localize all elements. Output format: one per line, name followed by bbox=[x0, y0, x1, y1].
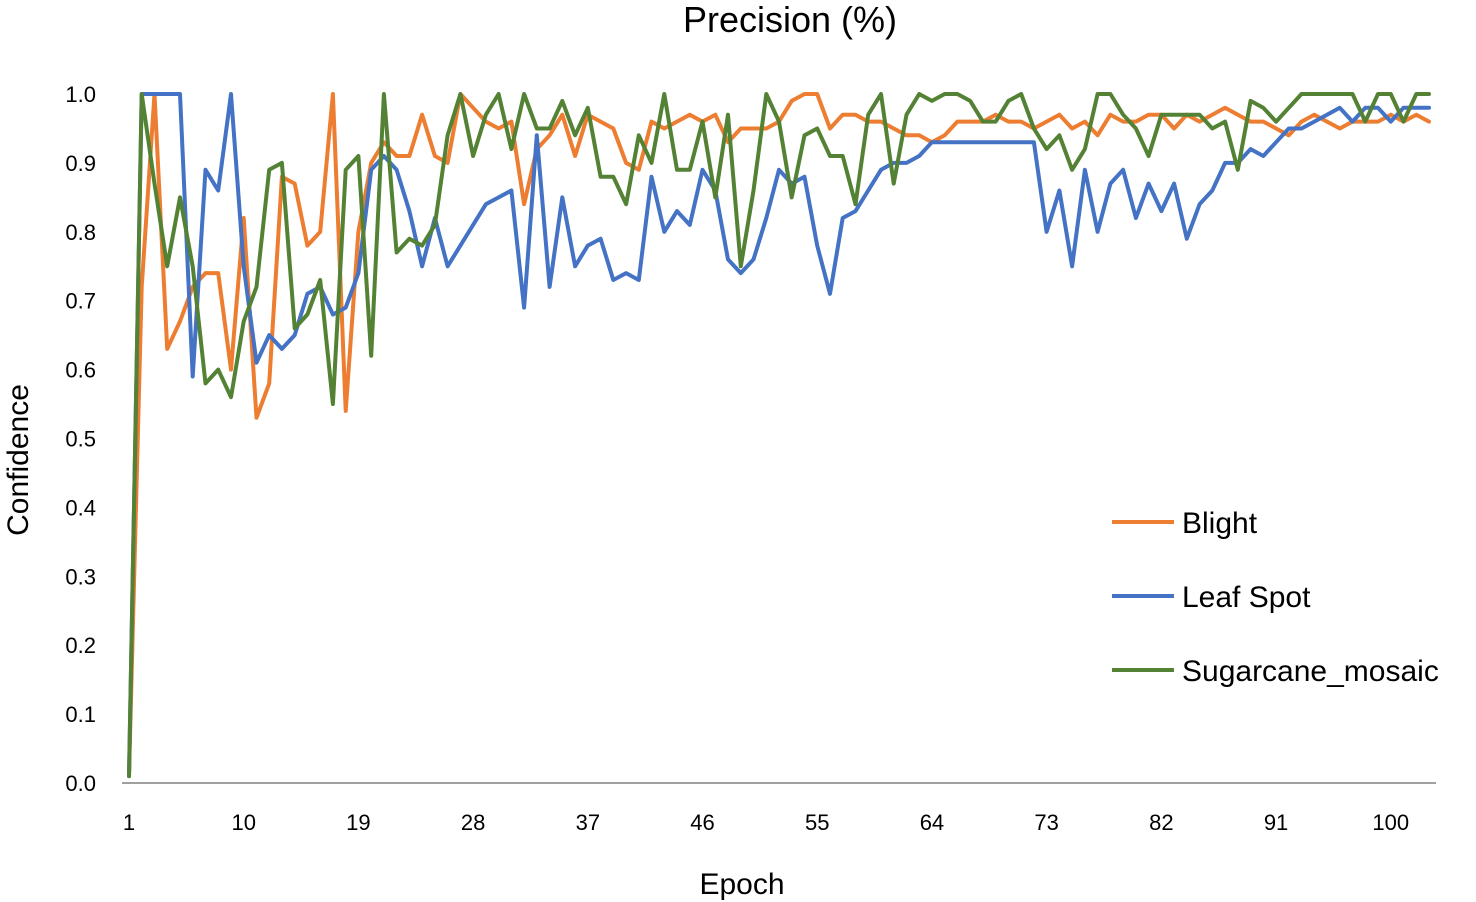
x-tick-label: 28 bbox=[461, 810, 485, 835]
x-tick-label: 19 bbox=[346, 810, 370, 835]
x-tick-label: 82 bbox=[1149, 810, 1173, 835]
x-tick-label: 10 bbox=[231, 810, 255, 835]
y-tick-label: 0.3 bbox=[65, 564, 96, 589]
series-line-leaf-spot bbox=[127, 92, 1431, 779]
legend-label: Leaf Spot bbox=[1182, 581, 1311, 614]
x-tick-label: 55 bbox=[805, 810, 829, 835]
x-tick-label: 64 bbox=[920, 810, 944, 835]
x-tick-label: 46 bbox=[690, 810, 714, 835]
x-tick-labels: 1 10 19 28 37 46 55 64 73 82 91 100 bbox=[123, 810, 1409, 835]
y-axis-title: Confidence bbox=[2, 384, 35, 536]
series-lines bbox=[127, 92, 1431, 779]
chart-title: Precision (%) bbox=[683, 0, 897, 40]
y-tick-label: 0.4 bbox=[65, 495, 96, 520]
y-tick-label: 0.6 bbox=[65, 358, 96, 383]
y-tick-label: 1.0 bbox=[65, 82, 96, 107]
y-tick-label: 0.7 bbox=[65, 289, 96, 314]
y-tick-label: 0.2 bbox=[65, 633, 96, 658]
y-tick-label: 0.9 bbox=[65, 151, 96, 176]
y-tick-label: 0.1 bbox=[65, 702, 96, 727]
legend: Blight Leaf Spot Sugarcane_mosaic bbox=[1112, 507, 1439, 688]
x-axis-title: Epoch bbox=[699, 868, 784, 901]
x-tick-label: 100 bbox=[1372, 810, 1409, 835]
x-tick-label: 91 bbox=[1264, 810, 1288, 835]
x-tick-label: 1 bbox=[123, 810, 135, 835]
y-tick-label: 0.0 bbox=[65, 771, 96, 796]
x-tick-label: 73 bbox=[1034, 810, 1058, 835]
y-tick-label: 0.5 bbox=[65, 427, 96, 452]
series-line-sugarcane-mosaic bbox=[127, 92, 1431, 779]
legend-label: Blight bbox=[1182, 507, 1258, 540]
y-tick-label: 0.8 bbox=[65, 220, 96, 245]
y-tick-labels: 0.0 0.1 0.2 0.3 0.4 0.5 0.6 0.7 0.8 0.9 1.0 bbox=[65, 82, 96, 796]
x-tick-label: 37 bbox=[576, 810, 600, 835]
legend-label: Sugarcane_mosaic bbox=[1182, 655, 1439, 688]
